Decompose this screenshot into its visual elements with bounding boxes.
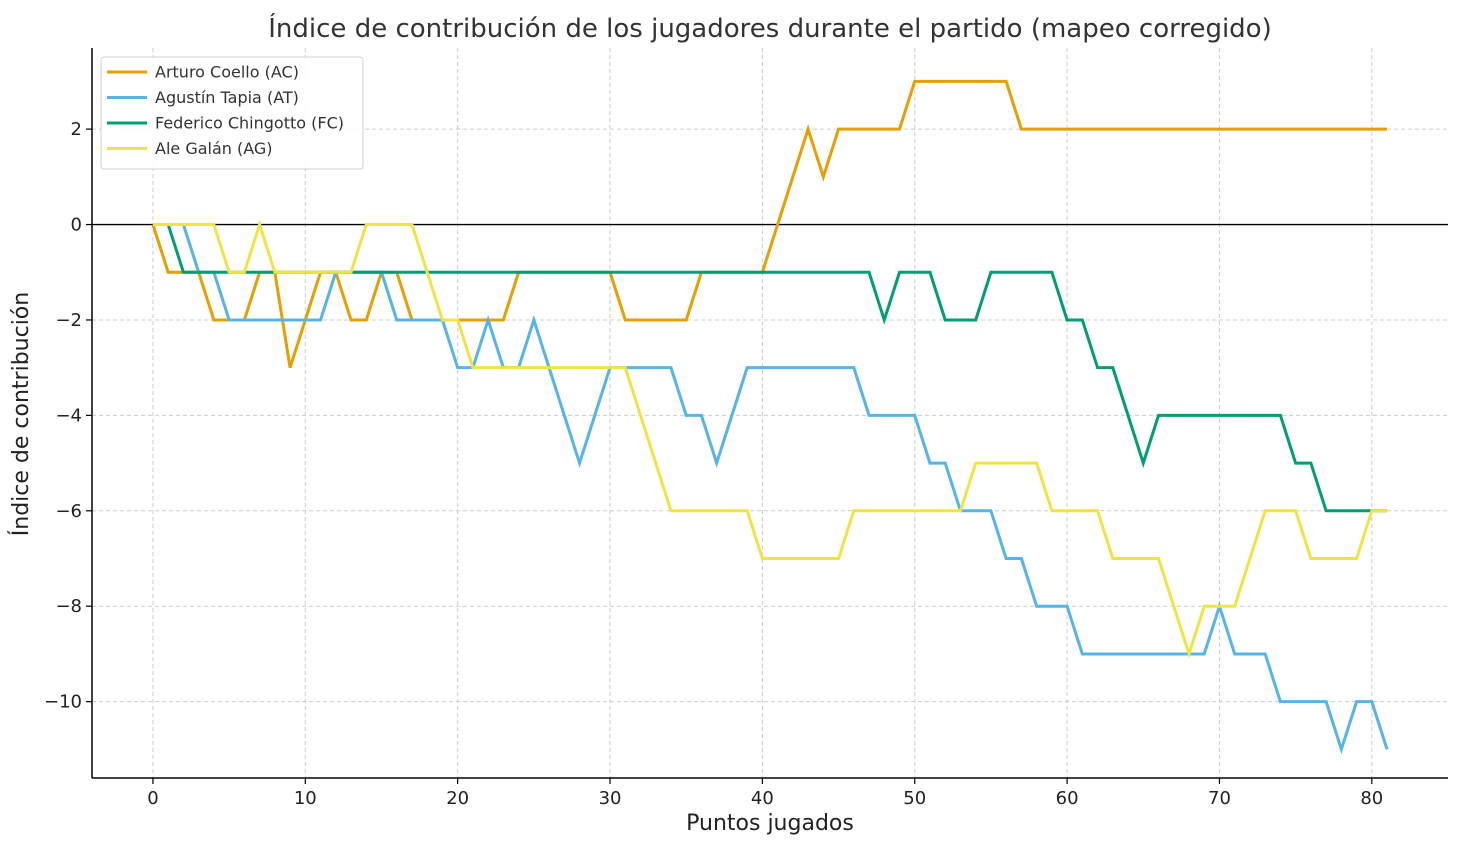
legend-label: Agustín Tapia (AT) bbox=[155, 88, 299, 107]
x-tick-label: 80 bbox=[1360, 788, 1383, 809]
series-line-0 bbox=[151, 79, 1388, 369]
x-tick-label: 0 bbox=[147, 788, 158, 809]
y-tick-label: 2 bbox=[71, 119, 82, 140]
y-tick-label: −2 bbox=[55, 310, 82, 331]
y-tick-label: −4 bbox=[55, 405, 82, 426]
y-tick-label: 0 bbox=[71, 215, 82, 236]
x-tick-label: 40 bbox=[751, 788, 774, 809]
series-line-2 bbox=[152, 223, 1388, 513]
x-axis-label: Puntos jugados bbox=[686, 811, 854, 836]
x-tick-label: 20 bbox=[446, 788, 469, 809]
legend-label: Arturo Coello (AC) bbox=[155, 63, 299, 82]
x-tick-label: 70 bbox=[1208, 788, 1231, 809]
series-line-1 bbox=[152, 223, 1389, 755]
series-lines bbox=[151, 79, 1389, 755]
y-tick-label: −6 bbox=[55, 501, 82, 522]
y-axis-label: Índice de contribución bbox=[8, 292, 34, 536]
x-tick-label: 10 bbox=[294, 788, 317, 809]
series-line-3 bbox=[152, 219, 1388, 659]
y-axis-ticks: 2 0 −2 −4 −6 −8 −10 bbox=[44, 119, 92, 713]
x-tick-label: 50 bbox=[903, 788, 926, 809]
x-tick-label: 30 bbox=[599, 788, 622, 809]
x-tick-label: 60 bbox=[1056, 788, 1079, 809]
axes bbox=[91, 48, 1448, 779]
legend-label: Ale Galán (AG) bbox=[155, 139, 273, 158]
legend-box bbox=[100, 56, 364, 170]
x-axis-ticks: 0 10 20 30 40 50 60 70 80 bbox=[147, 778, 1383, 809]
y-tick-label: −8 bbox=[55, 596, 82, 617]
legend-label: Federico Chingotto (FC) bbox=[155, 114, 344, 133]
chart-title: Índice de contribución de los jugadores … bbox=[268, 12, 1271, 44]
legend: Arturo Coello (AC) Agustín Tapia (AT) Fede… bbox=[100, 56, 364, 170]
y-tick-label: −10 bbox=[44, 692, 82, 713]
